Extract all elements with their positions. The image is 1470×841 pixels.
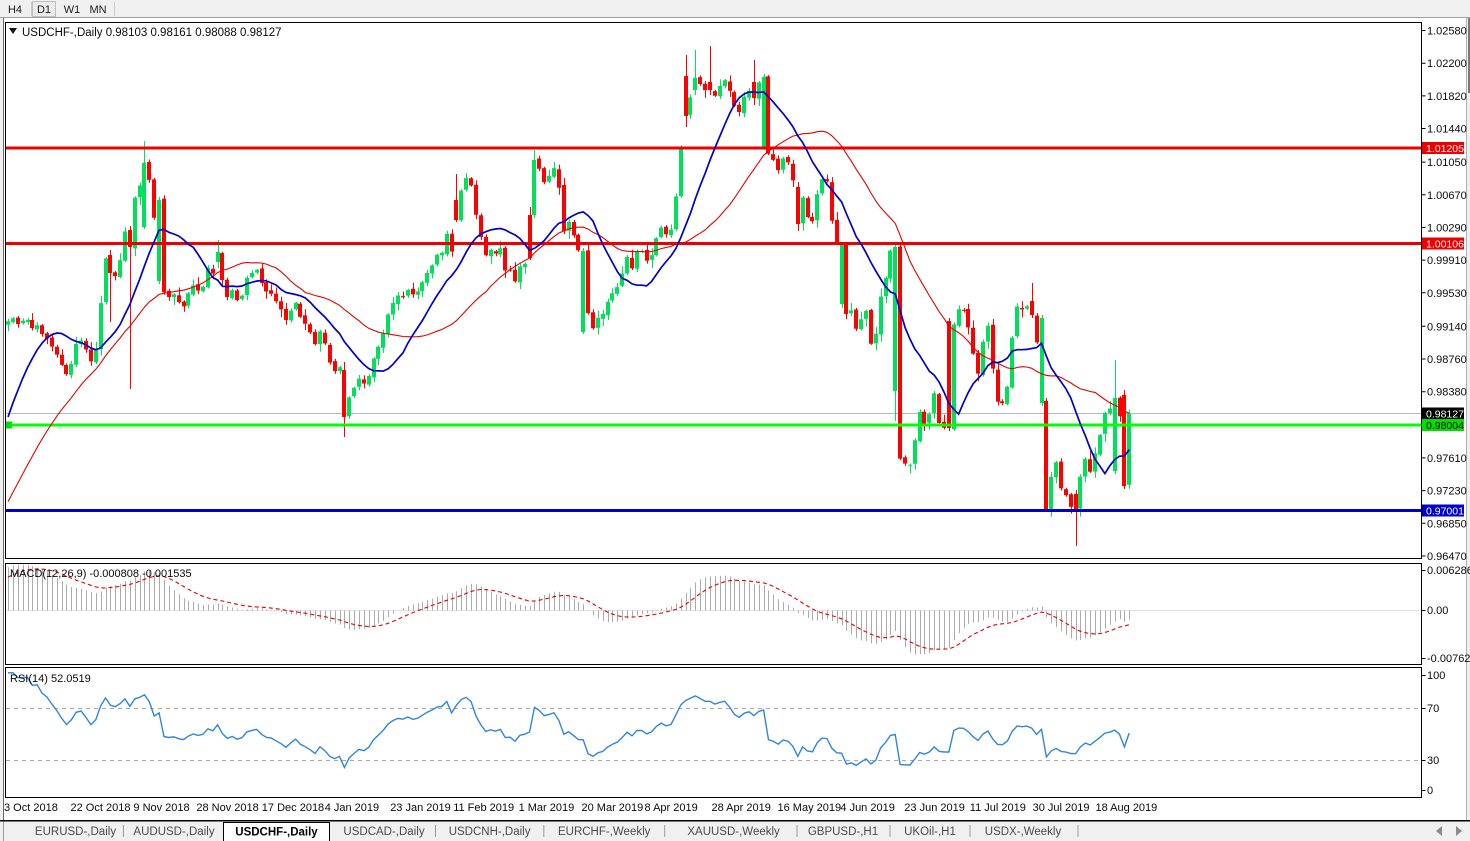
svg-text:28 Nov 2018: 28 Nov 2018	[196, 802, 258, 814]
svg-text:30 Jul 2019: 30 Jul 2019	[1033, 802, 1090, 814]
svg-text:9 Nov 2018: 9 Nov 2018	[133, 802, 189, 814]
svg-text:8 Apr 2019: 8 Apr 2019	[645, 802, 698, 814]
svg-text:RSI(14) 52.0519: RSI(14) 52.0519	[10, 673, 91, 685]
svg-text:1.01050: 1.01050	[1427, 157, 1467, 169]
svg-text:22 Oct 2018: 22 Oct 2018	[71, 802, 131, 814]
svg-text:USDCNH-,Daily: USDCNH-,Daily	[449, 826, 531, 838]
svg-text:1.01440: 1.01440	[1427, 124, 1467, 136]
svg-text:1.01205: 1.01205	[1426, 143, 1464, 155]
svg-text:0.97230: 0.97230	[1427, 486, 1467, 498]
svg-text:MACD(12,26,9) -0.000808 -0.001: MACD(12,26,9) -0.000808 -0.001535	[10, 568, 192, 580]
svg-text:0.97001: 0.97001	[1426, 506, 1464, 518]
svg-text:GBPUSD-,H1: GBPUSD-,H1	[808, 826, 878, 838]
svg-text:EURUSD-,Daily: EURUSD-,Daily	[35, 826, 116, 838]
svg-text:0.00: 0.00	[1427, 605, 1448, 617]
svg-text:XAUUSD-,Weekly: XAUUSD-,Weekly	[687, 826, 780, 838]
svg-text:17 Dec 2018: 17 Dec 2018	[262, 802, 324, 814]
svg-text:1.00290: 1.00290	[1427, 222, 1467, 234]
svg-text:USDX-,Weekly: USDX-,Weekly	[985, 826, 1062, 838]
svg-text:USDCAD-,Daily: USDCAD-,Daily	[343, 826, 424, 838]
svg-text:30: 30	[1427, 755, 1439, 767]
svg-text:0.96850: 0.96850	[1427, 518, 1467, 530]
svg-text:1.01820: 1.01820	[1427, 91, 1467, 103]
svg-text:0.98004: 0.98004	[1426, 420, 1464, 432]
svg-text:4 Jun 2019: 4 Jun 2019	[840, 802, 894, 814]
svg-text:11 Jul 2019: 11 Jul 2019	[970, 802, 1026, 814]
svg-text:0.98760: 0.98760	[1427, 354, 1467, 366]
svg-text:70: 70	[1427, 703, 1439, 715]
svg-text:4 Jan 2019: 4 Jan 2019	[325, 802, 379, 814]
svg-text:MN: MN	[89, 4, 106, 16]
svg-text:1.00106: 1.00106	[1426, 239, 1464, 251]
svg-text:0.98127: 0.98127	[1426, 409, 1464, 421]
svg-text:1.02200: 1.02200	[1427, 58, 1467, 70]
svg-text:18 Aug 2019: 18 Aug 2019	[1096, 802, 1158, 814]
svg-text:28 Apr 2019: 28 Apr 2019	[712, 802, 771, 814]
svg-text:0.97610: 0.97610	[1427, 453, 1467, 465]
svg-text:0.99140: 0.99140	[1427, 321, 1467, 333]
svg-text:23 Jun 2019: 23 Jun 2019	[904, 802, 965, 814]
svg-text:1.02580: 1.02580	[1427, 26, 1467, 38]
svg-text:11 Feb 2019: 11 Feb 2019	[453, 802, 514, 814]
svg-text:-0.00762: -0.00762	[1427, 653, 1470, 665]
svg-text:0.96470: 0.96470	[1427, 551, 1467, 563]
svg-text:100: 100	[1427, 670, 1445, 682]
svg-text:0.99910: 0.99910	[1427, 255, 1467, 267]
svg-text:W1: W1	[64, 4, 81, 16]
svg-text:AUDUSD-,Daily: AUDUSD-,Daily	[133, 826, 214, 838]
svg-text:0: 0	[1427, 785, 1433, 797]
svg-text:0.98380: 0.98380	[1427, 387, 1467, 399]
svg-text:UKOil-,H1: UKOil-,H1	[904, 826, 956, 838]
svg-text:0.99530: 0.99530	[1427, 288, 1467, 300]
svg-text:20 Mar 2019: 20 Mar 2019	[582, 802, 644, 814]
svg-text:EURCHF-,Weekly: EURCHF-,Weekly	[558, 826, 651, 838]
svg-text:16 May 2019: 16 May 2019	[778, 802, 842, 814]
svg-text:USDCHF-,Daily 0.98103 0.98161: USDCHF-,Daily 0.98103 0.98161 0.98088 0.…	[22, 27, 282, 39]
svg-text:H4: H4	[8, 4, 22, 16]
svg-text:1 Mar 2019: 1 Mar 2019	[519, 802, 575, 814]
svg-text:D1: D1	[37, 4, 51, 16]
svg-text:USDCHF-,Daily: USDCHF-,Daily	[235, 827, 318, 839]
svg-text:0.006286: 0.006286	[1427, 565, 1470, 577]
svg-text:23 Jan 2019: 23 Jan 2019	[390, 802, 451, 814]
svg-text:1.00670: 1.00670	[1427, 190, 1467, 202]
svg-text:3 Oct 2018: 3 Oct 2018	[4, 802, 58, 814]
